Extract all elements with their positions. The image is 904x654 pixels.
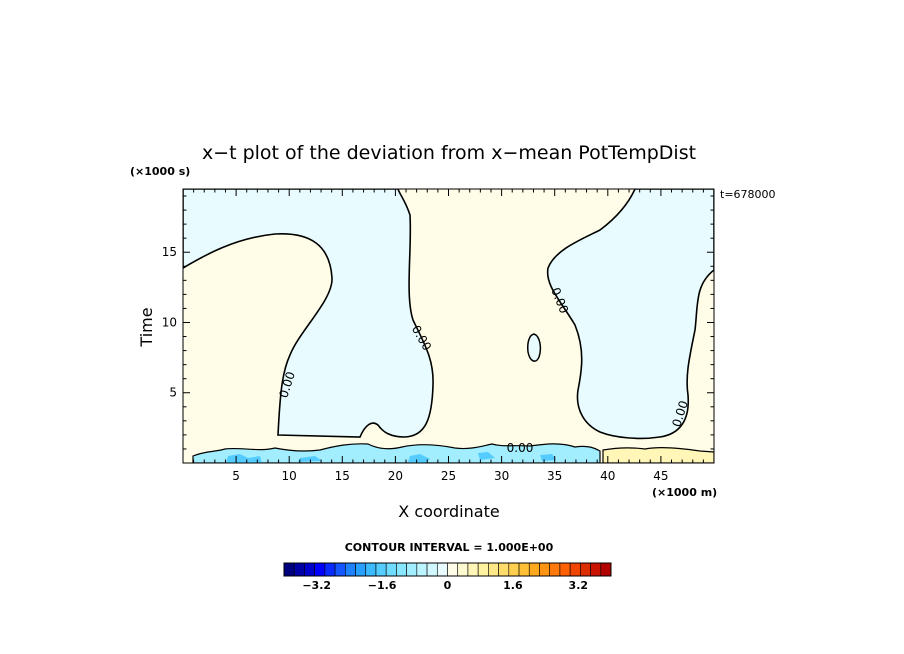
colorbar-cell xyxy=(549,562,561,577)
colorbar-tick-label: 3.2 xyxy=(569,579,589,592)
colorbar-cell xyxy=(324,562,336,577)
colorbar-cell xyxy=(498,562,510,577)
colorbar-cell xyxy=(600,562,612,577)
y-tick-label: 5 xyxy=(169,386,177,400)
colorbar-cell xyxy=(590,562,602,577)
colorbar-cell xyxy=(385,562,397,577)
colorbar-tick-labels: −3.2 −1.6 0 1.6 3.2 xyxy=(302,579,588,592)
x-tick-label: 40 xyxy=(600,469,615,483)
colorbar-cell xyxy=(304,562,315,577)
colorbar-cell xyxy=(334,562,346,577)
colorbar-cell xyxy=(559,562,571,577)
x-tick-label: 20 xyxy=(388,469,403,483)
colorbar-cell xyxy=(436,562,448,577)
y-tick-label: 15 xyxy=(162,245,177,259)
bottom-speckle-strong xyxy=(226,452,556,463)
negative-region-left xyxy=(183,189,434,438)
colorbar-cell xyxy=(488,562,499,577)
x-tick-label: 10 xyxy=(282,469,297,483)
contour-label: 0.00 xyxy=(507,441,534,455)
y-tick-labels: 5 10 15 xyxy=(162,245,177,400)
colorbar-cell xyxy=(396,562,407,577)
colorbar-cell xyxy=(314,562,326,577)
colorbar-tick-label: −3.2 xyxy=(302,579,331,592)
colorbar-cell xyxy=(345,562,356,577)
colorbar-cell xyxy=(569,562,581,577)
colorbar-cell xyxy=(508,562,520,577)
y-unit-label: (×1000 s) xyxy=(130,165,190,178)
colorbar xyxy=(283,562,612,577)
colorbar-cell xyxy=(467,562,479,577)
colorbar-tick-label: 0 xyxy=(444,579,452,592)
x-tick-label: 30 xyxy=(494,469,509,483)
x-tick-label: 35 xyxy=(547,469,562,483)
x-tick-label: 45 xyxy=(653,469,668,483)
y-tick-label: 10 xyxy=(162,315,177,329)
negative-region-right xyxy=(546,189,714,440)
tick-marks xyxy=(183,189,714,463)
colorbar-cell xyxy=(528,562,540,577)
colorbar-cell xyxy=(447,562,459,577)
colorbar-cell xyxy=(406,562,418,577)
time-stamp: t=678000 xyxy=(720,188,776,201)
colorbar-cell xyxy=(416,562,428,577)
x-tick-label: 25 xyxy=(441,469,456,483)
x-unit-label: (×1000 m) xyxy=(652,486,717,499)
colorbar-cell xyxy=(539,562,550,577)
colorbar-cell xyxy=(426,562,438,577)
colorbar-cell xyxy=(457,562,469,577)
colorbar-cell xyxy=(580,562,591,577)
plot-area xyxy=(183,189,714,463)
x-tick-labels: 5 10 15 20 25 30 35 40 45 xyxy=(232,469,668,483)
colorbar-frame xyxy=(283,562,612,577)
y-axis-label: Time xyxy=(137,307,156,347)
chart-title: x−t plot of the deviation from x−mean Po… xyxy=(202,142,696,164)
colorbar-cell xyxy=(355,562,367,577)
colorbar-cell xyxy=(293,562,305,577)
colorbar-cell xyxy=(283,562,295,577)
x-tick-label: 15 xyxy=(335,469,350,483)
colorbar-cell xyxy=(365,562,377,577)
colorbar-tick-label: −1.6 xyxy=(368,579,397,592)
bottom-negative-band xyxy=(192,443,601,463)
x-axis-label: X coordinate xyxy=(398,502,499,521)
contour-interval-label: CONTOUR INTERVAL = 1.000E+00 xyxy=(345,541,554,554)
colorbar-cell xyxy=(477,562,489,577)
colorbar-cell xyxy=(375,562,387,577)
bottom-positive-band xyxy=(602,446,714,463)
negative-island xyxy=(527,333,542,362)
colorbar-tick-label: 1.6 xyxy=(503,579,523,592)
x-tick-label: 5 xyxy=(232,469,240,483)
colorbar-cell xyxy=(518,562,530,577)
